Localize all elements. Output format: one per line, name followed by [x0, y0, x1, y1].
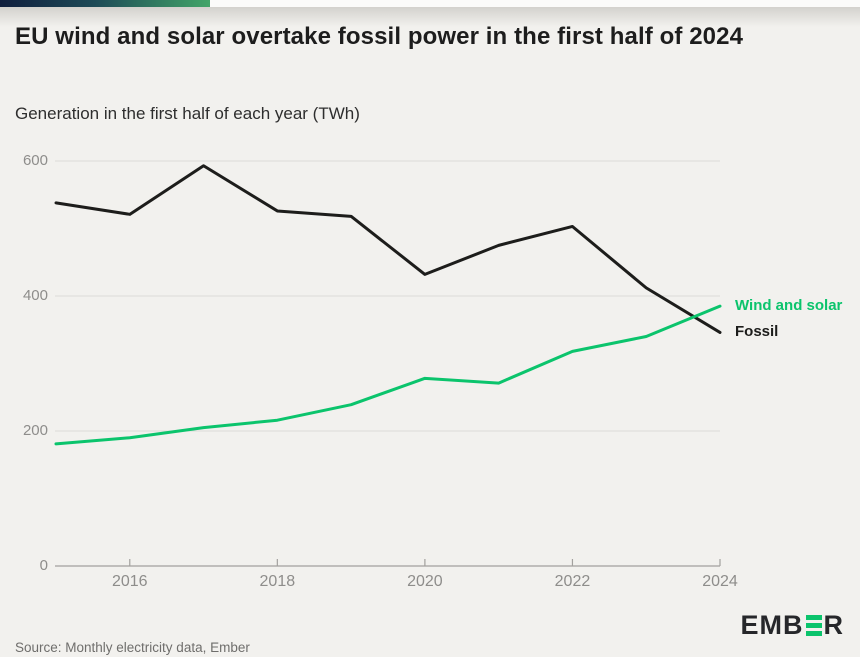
x-tick-label-2020: 2020 [407, 573, 443, 590]
brand-accent-bar [0, 0, 210, 7]
series-label-wind-and-solar: Wind and solar [735, 297, 843, 315]
series-label-fossil: Fossil [735, 323, 779, 341]
ember-logo: EMB R [741, 610, 845, 641]
top-strip [0, 0, 860, 7]
x-tick-label-2024: 2024 [702, 573, 738, 590]
chart-subtitle: Generation in the first half of each yea… [15, 104, 360, 123]
y-tick-label-600: 600 [22, 152, 48, 169]
source-note: Source: Monthly electricity data, Ember [15, 639, 250, 655]
x-tick-label-2016: 2016 [111, 573, 148, 590]
y-tick-label-400: 400 [22, 287, 48, 304]
chart-title: EU wind and solar overtake fossil power … [15, 23, 744, 50]
y-tick-label-0: 0 [39, 557, 48, 574]
top-shadow [0, 7, 860, 27]
ember-logo-text-r: R [823, 610, 844, 640]
y-tick-label-200: 200 [22, 422, 48, 439]
ember-logo-text-emb: EMB [740, 610, 804, 640]
ember-logo-e-bars-icon [805, 612, 822, 639]
x-tick-label-2018: 2018 [259, 573, 296, 590]
x-tick-label-2022: 2022 [554, 573, 591, 590]
